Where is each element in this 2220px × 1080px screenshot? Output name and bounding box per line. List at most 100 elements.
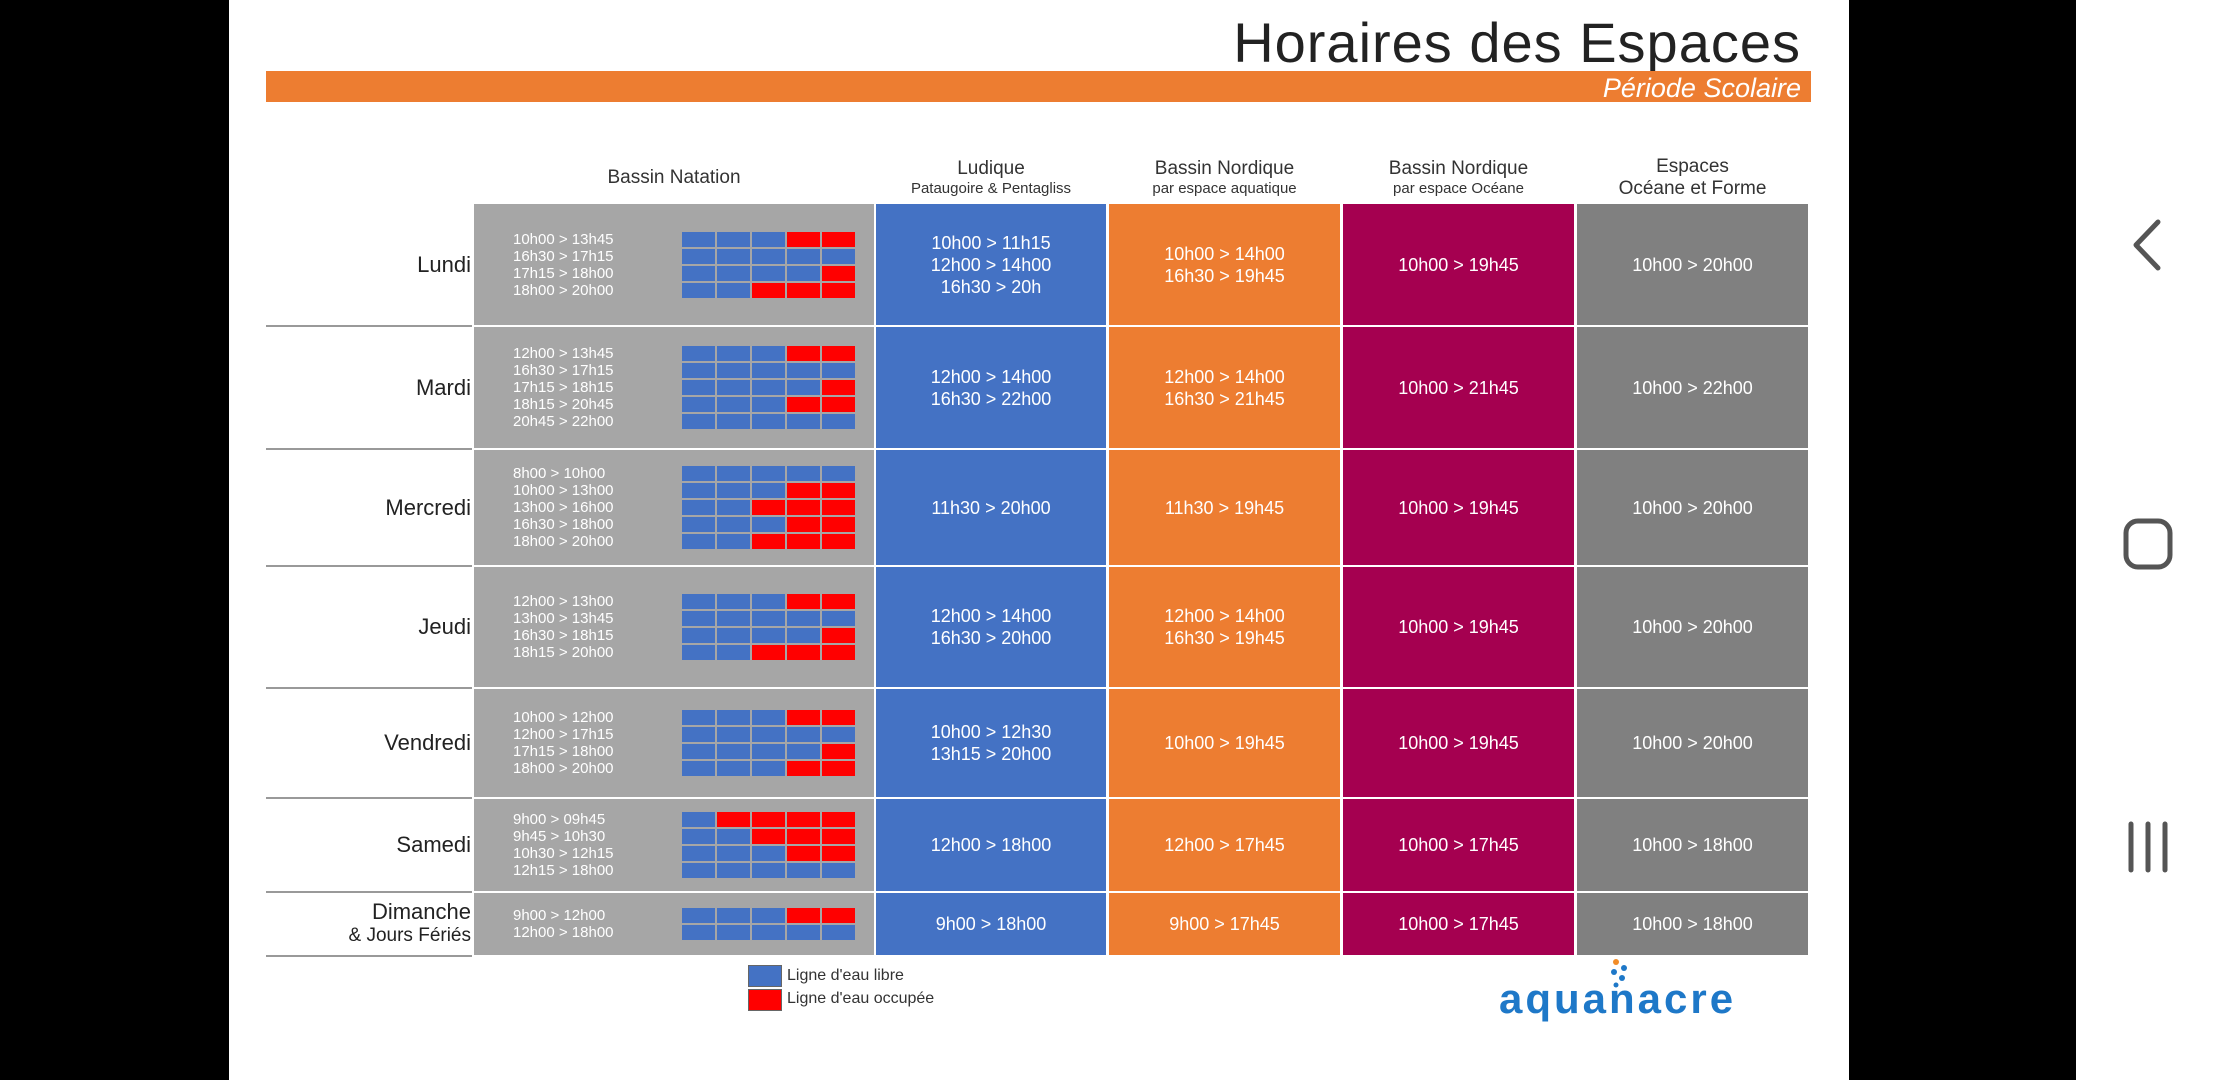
legend-occupied-swatch [748, 989, 782, 1011]
nordique2-cell: 10h00 > 17h45 [1343, 799, 1574, 891]
lane-free [752, 594, 785, 609]
natation-times: 12h00 > 13h00 13h00 > 13h45 16h30 > 18h15 1… [513, 593, 653, 661]
natation-time-slot: 8h00 > 10h00 [513, 465, 606, 482]
home-icon[interactable] [2076, 517, 2220, 571]
header-nordique2-title: Bassin Nordique [1388, 158, 1529, 179]
row-divider [266, 891, 472, 893]
time-slot: 16h30 > 20h00 [930, 628, 1052, 648]
lane-occupied [822, 761, 855, 776]
nordique1-cell: 9h00 > 17h45 [1109, 893, 1340, 955]
nordique1-cell: 12h00 > 17h45 [1109, 799, 1340, 891]
header-natation: Bassin Natation [474, 167, 874, 189]
lane-occupied [787, 483, 820, 498]
time-slot: 10h00 > 20h00 [1632, 254, 1753, 275]
lane-free [822, 414, 855, 429]
lane-free [682, 380, 715, 395]
lane-free [717, 645, 750, 660]
back-icon[interactable] [2076, 218, 2220, 272]
time-slot: 9h00 > 18h00 [935, 914, 1047, 934]
lane-free [682, 346, 715, 361]
natation-cell: 12h00 > 13h00 13h00 > 13h45 16h30 > 18h15 1… [474, 567, 874, 687]
lane-free [682, 517, 715, 532]
espaces-cell: 10h00 > 20h00 [1577, 204, 1808, 325]
natation-time-slot: 12h00 > 13h45 [513, 345, 614, 362]
natation-cell: 9h00 > 09h45 9h45 > 10h30 10h30 > 12h15 12h… [474, 799, 874, 891]
espaces-cell: 10h00 > 20h00 [1577, 450, 1808, 565]
lane-free [717, 231, 750, 247]
natation-times: 10h00 > 12h00 12h00 > 17h15 17h15 > 18h00 1… [513, 709, 653, 777]
ludique-cell: 10h00 > 11h15 12h00 > 14h00 16h30 > 20h [876, 204, 1106, 325]
day-name-suffix: & Jours Fériés [348, 925, 471, 946]
natation-time-slot: 18h00 > 20h00 [513, 533, 614, 550]
time-slot: 10h00 > 17h45 [1398, 914, 1519, 934]
lane-free [682, 727, 715, 742]
natation-times: 10h00 > 13h45 16h30 > 17h15 17h15 > 18h00 1… [513, 231, 653, 299]
lane-free [787, 466, 820, 481]
lane-free [752, 414, 785, 429]
nordique2-cell: 10h00 > 19h45 [1343, 567, 1574, 687]
legend-free-label: Ligne d'eau libre [787, 967, 904, 984]
android-nav-bar [2076, 0, 2220, 1080]
lane-occupied [752, 282, 785, 298]
ludique-cell: 12h00 > 14h00 16h30 > 22h00 [876, 327, 1106, 448]
row-divider [266, 448, 472, 450]
natation-time-slot: 18h00 > 20h00 [513, 281, 614, 299]
time-slot: 10h00 > 19h45 [1398, 617, 1519, 637]
lane-occupancy-grid [682, 710, 855, 776]
row-divider [266, 797, 472, 799]
lane-occupied [787, 645, 820, 660]
legend-free-swatch [748, 965, 782, 987]
lane-occupied [787, 282, 820, 298]
time-slot: 10h00 > 19h45 [1164, 733, 1285, 753]
lane-occupancy-grid [682, 594, 855, 660]
day-name: Mardi [415, 374, 471, 400]
time-slot: 12h00 > 18h00 [930, 835, 1052, 855]
lane-free [682, 744, 715, 759]
natation-time-slot: 18h15 > 20h45 [513, 396, 614, 413]
lane-free [822, 727, 855, 742]
lane-occupied [787, 761, 820, 776]
day-name: Mercredi [385, 494, 471, 520]
lane-free [752, 863, 785, 878]
nordique2-cell: 10h00 > 19h45 [1343, 689, 1574, 797]
lane-occupied [787, 534, 820, 549]
schedule-document: Horaires des Espaces Période Scolaire Ba… [229, 0, 1849, 1080]
day-name: Vendredi [384, 730, 471, 755]
lane-free [682, 265, 715, 281]
lane-occupancy-grid [682, 812, 855, 878]
lane-free [822, 363, 855, 378]
lane-free [752, 761, 785, 776]
lane-occupied [822, 812, 855, 827]
recents-icon[interactable] [2076, 820, 2220, 874]
title-bar: Période Scolaire [266, 71, 1811, 103]
page-title: Horaires des Espaces [1233, 11, 1801, 74]
time-slot: 10h00 > 19h45 [1398, 497, 1519, 518]
header-espaces-sub: Océane et Forme [1618, 178, 1767, 199]
lane-occupied [787, 829, 820, 844]
ludique-cell: 10h00 > 12h30 13h15 > 20h00 [876, 689, 1106, 797]
lane-free [717, 761, 750, 776]
natation-cell: 12h00 > 13h45 16h30 > 17h15 17h15 > 18h15 1… [474, 327, 874, 448]
natation-time-slot: 20h45 > 22h00 [513, 413, 614, 430]
lane-free [682, 466, 715, 481]
lane-free [752, 744, 785, 759]
espaces-cell: 10h00 > 18h00 [1577, 799, 1808, 891]
header-nordique1: Bassin Nordique par espace aquatique [1109, 158, 1340, 198]
lane-occupied [822, 500, 855, 515]
time-slot: 10h00 > 22h00 [1632, 377, 1753, 398]
nordique2-cell: 10h00 > 21h45 [1343, 327, 1574, 448]
ludique-cell: 12h00 > 14h00 16h30 > 20h00 [876, 567, 1106, 687]
lane-occupied [787, 500, 820, 515]
lane-free [752, 908, 785, 923]
lane-occupancy-grid [682, 231, 855, 298]
time-slot: 12h00 > 14h00 [1164, 366, 1285, 387]
lane-occupied [787, 710, 820, 725]
natation-time-slot: 12h00 > 18h00 [513, 924, 614, 941]
natation-time-slot: 16h30 > 18h15 [513, 627, 614, 644]
time-slot: 10h00 > 18h00 [1632, 835, 1753, 855]
lane-occupied [752, 829, 785, 844]
time-slot: 10h00 > 11h15 [931, 232, 1051, 253]
natation-time-slot: 13h00 > 16h00 [513, 499, 614, 516]
natation-time-slot: 13h00 > 13h45 [513, 610, 614, 627]
lane-occupied [822, 346, 855, 361]
